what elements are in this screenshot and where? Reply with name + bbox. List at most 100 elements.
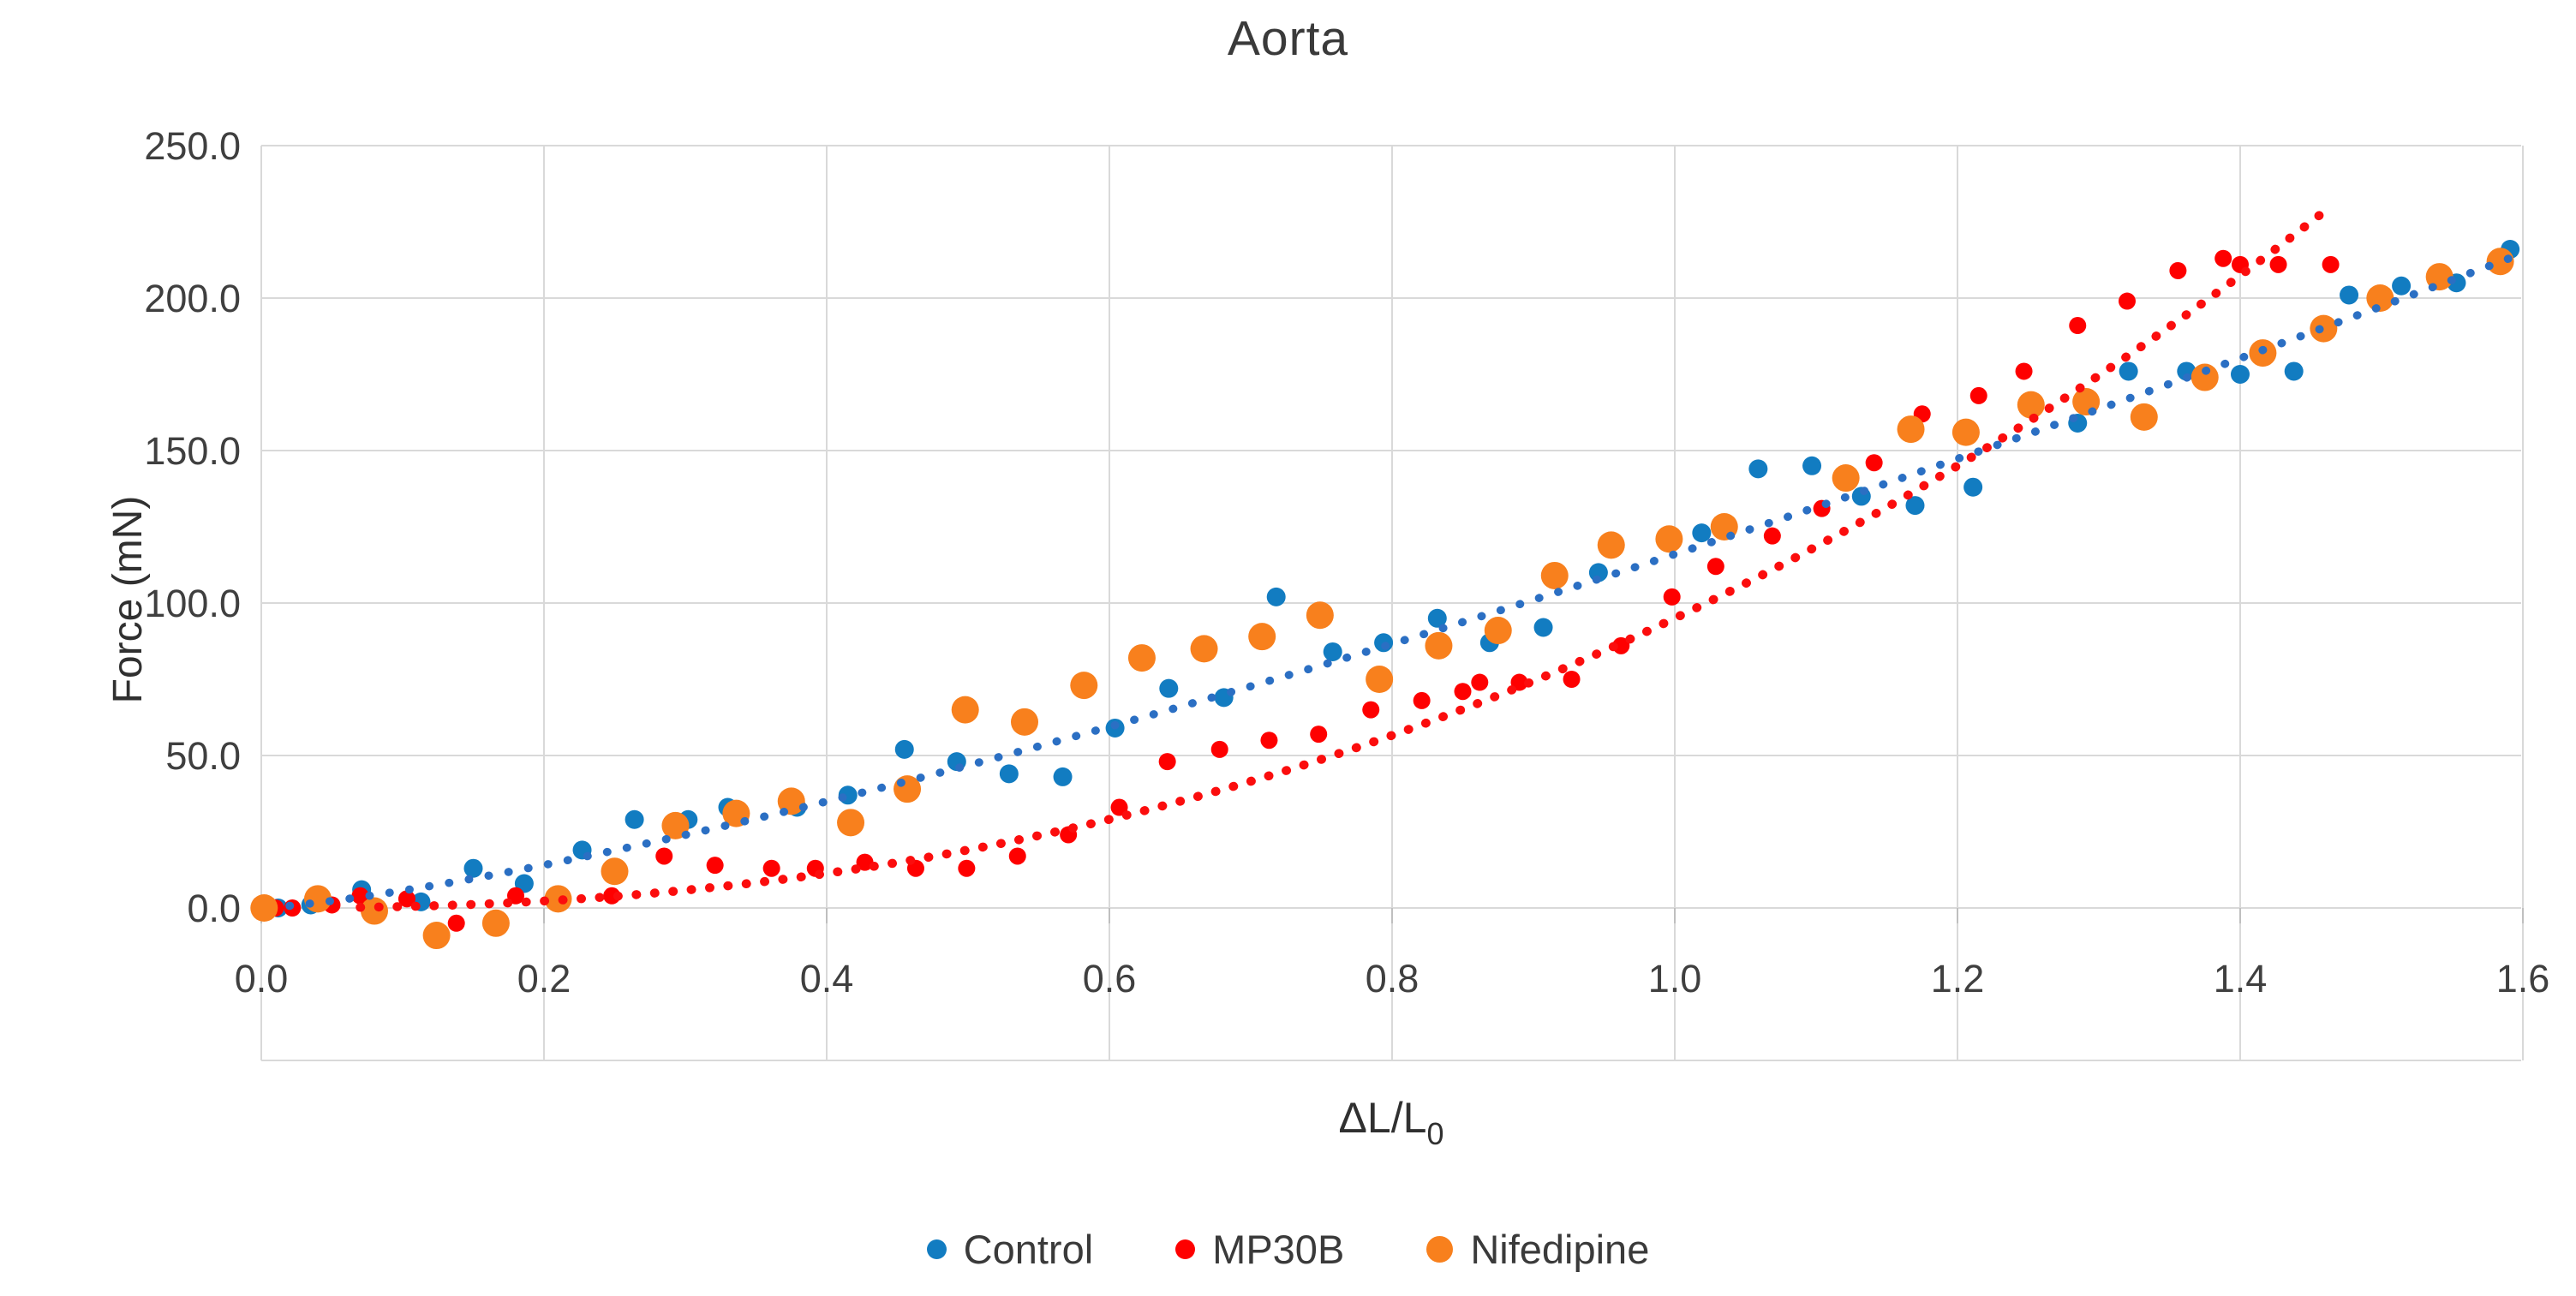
control-data-point	[1748, 459, 1768, 479]
control-data-point	[894, 739, 914, 759]
nifedipine-data-point	[1306, 601, 1334, 630]
mp30b-data-point	[507, 887, 524, 905]
nifedipine-data-point	[1484, 617, 1512, 645]
mp30b-data-point	[1706, 558, 1724, 576]
legend-item-control: Control	[926, 1226, 1094, 1273]
mp30b-data-point	[762, 859, 780, 877]
mp30b-data-point	[706, 857, 724, 875]
nifedipine-data-point	[1366, 666, 1394, 693]
nifedipine-data-point	[361, 897, 388, 925]
legend-marker-nifedipine-icon	[1426, 1235, 1454, 1263]
mp30b-data-point	[2269, 255, 2287, 273]
series-mp30b-points	[266, 249, 2340, 932]
trendline-control	[285, 248, 2527, 911]
mp30b-data-point	[958, 859, 976, 877]
control-data-point	[625, 809, 644, 829]
mp30b-data-point	[1454, 683, 1472, 701]
control-data-point	[1266, 587, 1286, 606]
control-data-point	[463, 858, 483, 878]
legend-item-mp30b: MP30B	[1175, 1226, 1344, 1273]
mp30b-data-point	[2119, 292, 2136, 310]
nifedipine-data-point	[422, 922, 451, 950]
x-tick-label: 0.0	[235, 957, 289, 1000]
y-tick-label: 50.0	[165, 734, 241, 778]
nifedipine-data-point	[1248, 623, 1276, 651]
mp30b-data-point	[1158, 753, 1176, 771]
nifedipine-data-point	[2190, 363, 2219, 391]
trendline-mp30b	[356, 206, 2330, 912]
control-data-point	[1905, 496, 1925, 516]
nifedipine-data-point	[837, 809, 865, 837]
nifedipine-data-point	[1597, 531, 1625, 559]
nifedipine-data-point	[2366, 284, 2394, 312]
control-data-point	[2231, 365, 2250, 384]
x-tick-label: 1.2	[1931, 957, 1985, 1000]
series-control-points	[268, 240, 2520, 917]
nifedipine-data-point	[1897, 415, 1925, 444]
mp30b-data-point	[2069, 317, 2087, 335]
legend-marker-control-icon	[926, 1239, 947, 1259]
mp30b-data-point	[1110, 798, 1128, 816]
x-tick-label: 1.0	[1648, 957, 1702, 1000]
y-tick-label: 150.0	[144, 429, 241, 473]
nifedipine-data-point	[1011, 708, 1038, 736]
mp30b-data-point	[1310, 726, 1328, 744]
nifedipine-data-point	[951, 696, 979, 724]
x-tick-label: 0.2	[517, 957, 571, 1000]
nifedipine-data-point	[2130, 403, 2158, 431]
x-tick-label: 0.6	[1083, 957, 1137, 1000]
x-tick-label: 1.4	[2214, 957, 2268, 1000]
control-data-point	[2119, 361, 2138, 381]
nifedipine-data-point	[250, 894, 278, 922]
control-data-point	[1692, 523, 1712, 543]
control-data-point	[2284, 361, 2304, 381]
legend-label-control: Control	[963, 1226, 1094, 1272]
mp30b-data-point	[447, 914, 465, 932]
mp30b-data-point	[1210, 740, 1228, 758]
mp30b-data-point	[2169, 261, 2187, 279]
control-data-point	[1802, 456, 1822, 475]
control-data-point	[1533, 618, 1553, 637]
mp30b-data-point	[856, 853, 874, 871]
mp30b-data-point	[2322, 255, 2340, 273]
mp30b-data-point	[1563, 671, 1581, 688]
mp30b-data-point	[655, 847, 673, 865]
control-data-point	[1427, 608, 1447, 628]
y-tick-label: 0.0	[187, 887, 241, 930]
control-data-point	[1963, 477, 1983, 497]
nifedipine-data-point	[1070, 672, 1098, 700]
nifedipine-data-point	[2486, 248, 2514, 276]
series-nifedipine-points	[250, 248, 2514, 950]
mp30b-data-point	[1008, 847, 1026, 865]
x-tick-labels: 0.0 0.2 0.4 0.6 0.8 1.0 1.2 1.4 1.6	[235, 957, 2550, 1000]
legend-item-nifedipine: Nifedipine	[1426, 1226, 1649, 1273]
nifedipine-data-point	[1540, 561, 1569, 589]
mp30b-data-point	[1362, 701, 1380, 719]
chart-legend: Control MP30B Nifedipine	[0, 1218, 2576, 1280]
control-data-point	[2177, 361, 2196, 381]
y-tick-label: 200.0	[144, 277, 241, 320]
nifedipine-data-point	[1832, 464, 1860, 493]
mp30b-data-point	[1763, 527, 1781, 545]
x-axis-title-subscript: 0	[1426, 1116, 1444, 1151]
x-axis-title-main: ΔL/L	[1338, 1094, 1427, 1142]
mp30b-data-point	[1663, 588, 1681, 606]
legend-marker-mp30b-icon	[1175, 1239, 1196, 1259]
mp30b-data-point	[1865, 454, 1883, 472]
control-data-point	[999, 764, 1019, 784]
mp30b-data-point	[1471, 673, 1489, 691]
legend-label-nifedipine: Nifedipine	[1470, 1226, 1650, 1272]
mp30b-data-point	[1969, 386, 1987, 404]
x-tick-label: 0.4	[800, 957, 854, 1000]
chart-title: Aorta	[1227, 11, 1349, 66]
control-data-point	[1159, 678, 1179, 698]
nifedipine-data-point	[601, 857, 629, 886]
y-tick-label: 250.0	[144, 124, 241, 168]
mp30b-data-point	[351, 887, 369, 905]
mp30b-data-point	[2015, 362, 2033, 380]
y-tick-labels: 0.0 50.0 100.0 150.0 200.0 250.0	[144, 124, 241, 930]
nifedipine-data-point	[1951, 418, 1980, 446]
legend-label-mp30b: MP30B	[1212, 1226, 1345, 1272]
